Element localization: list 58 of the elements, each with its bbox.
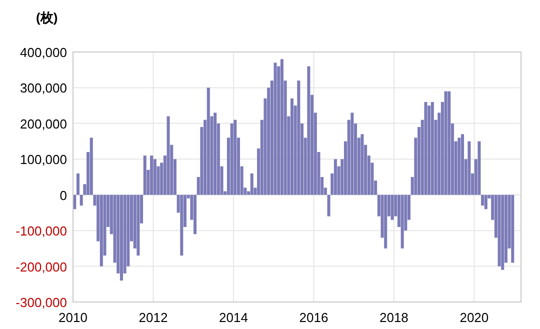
bar: [448, 91, 451, 195]
bar: [384, 194, 388, 248]
bar: [76, 173, 80, 195]
bar: [297, 80, 300, 195]
bar: [143, 156, 146, 195]
bar: [468, 141, 471, 195]
y-tick-label: 300,000: [20, 80, 67, 96]
bar: [390, 194, 394, 220]
bar: [150, 156, 154, 195]
bar: [428, 106, 431, 195]
bar: [80, 194, 83, 206]
bar: [194, 194, 197, 234]
bar: [511, 194, 514, 263]
x-tick-label: 2016: [299, 310, 328, 325]
x-tick-label: 2012: [138, 310, 168, 325]
y-tick-label: 100,000: [20, 152, 67, 168]
y-tick-label: 200,000: [20, 116, 67, 132]
y-axis-title: (枚): [36, 10, 58, 25]
bar: [327, 194, 330, 216]
y-tick-label: -200,000: [16, 259, 67, 274]
bar: [120, 194, 123, 281]
bar: [307, 66, 310, 195]
bar: [400, 194, 404, 248]
bar: [350, 112, 354, 195]
x-tick-label: 2018: [379, 310, 408, 325]
bar: [334, 159, 337, 195]
y-tick-label: 0: [60, 188, 67, 203]
x-tick-label: 2020: [460, 310, 489, 325]
y-tick-label: -100,000: [16, 224, 67, 239]
y-tick-label: 400,000: [20, 45, 67, 60]
bar: [498, 194, 501, 266]
bar: [280, 59, 284, 195]
bar: [458, 138, 461, 195]
bar: [214, 112, 217, 195]
x-tick-label: 2014: [219, 310, 248, 325]
bar: [430, 102, 434, 195]
bar: [136, 194, 140, 256]
bar: [444, 91, 448, 195]
bar: [274, 62, 277, 195]
bar: [290, 98, 294, 195]
bar: [206, 88, 210, 195]
bar: [153, 159, 156, 195]
bar: [90, 138, 93, 195]
bar: [424, 102, 428, 195]
bar: [234, 120, 237, 195]
bar: [481, 194, 484, 206]
bar: [250, 173, 254, 195]
bar: [180, 194, 184, 256]
y-tick-label: -300,000: [16, 295, 67, 310]
bar: [501, 194, 504, 270]
x-tick-label: 2010: [58, 310, 88, 325]
bar: [166, 116, 170, 195]
bar: [460, 134, 464, 195]
bar: [360, 134, 364, 195]
bar: [230, 123, 234, 195]
bar: [100, 194, 103, 266]
bar: [484, 194, 488, 210]
bar: [478, 141, 481, 195]
